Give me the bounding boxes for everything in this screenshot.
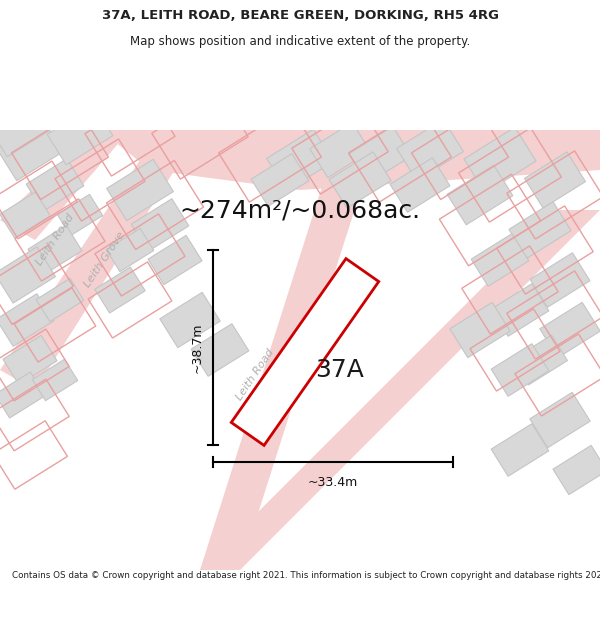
Text: Map shows position and indicative extent of the property.: Map shows position and indicative extent…	[130, 35, 470, 48]
Text: 37A: 37A	[316, 358, 364, 382]
Polygon shape	[471, 234, 529, 286]
Polygon shape	[200, 130, 380, 570]
Polygon shape	[553, 446, 600, 494]
Text: ~33.4m: ~33.4m	[308, 476, 358, 489]
Polygon shape	[0, 130, 200, 390]
Polygon shape	[251, 154, 309, 206]
Polygon shape	[509, 202, 571, 258]
Polygon shape	[57, 194, 103, 236]
Polygon shape	[390, 158, 450, 212]
Polygon shape	[530, 253, 590, 308]
Polygon shape	[106, 228, 154, 272]
Text: 37A, LEITH ROAD, BEARE GREEN, DORKING, RH5 4RG: 37A, LEITH ROAD, BEARE GREEN, DORKING, R…	[101, 9, 499, 22]
Polygon shape	[530, 392, 590, 448]
Polygon shape	[349, 126, 412, 184]
Polygon shape	[0, 119, 64, 181]
Polygon shape	[491, 344, 549, 396]
Polygon shape	[540, 302, 600, 358]
Polygon shape	[47, 105, 113, 165]
Polygon shape	[3, 336, 57, 384]
Polygon shape	[310, 122, 370, 177]
Text: ~274m²/~0.068ac.: ~274m²/~0.068ac.	[179, 198, 421, 222]
Polygon shape	[491, 284, 549, 336]
Polygon shape	[107, 159, 173, 221]
Polygon shape	[0, 130, 130, 240]
Polygon shape	[200, 210, 600, 570]
Text: Leith Grove: Leith Grove	[83, 231, 127, 289]
Polygon shape	[100, 130, 600, 190]
Polygon shape	[0, 372, 45, 418]
Polygon shape	[329, 152, 391, 208]
Polygon shape	[36, 278, 84, 322]
Polygon shape	[28, 226, 82, 274]
Polygon shape	[191, 324, 249, 376]
Polygon shape	[0, 247, 55, 303]
Polygon shape	[131, 199, 189, 251]
Polygon shape	[512, 335, 568, 385]
Text: Leith Road: Leith Road	[34, 213, 76, 268]
Text: Contains OS data © Crown copyright and database right 2021. This information is : Contains OS data © Crown copyright and d…	[12, 571, 600, 580]
Polygon shape	[95, 267, 145, 313]
Polygon shape	[0, 103, 50, 157]
Polygon shape	[26, 159, 84, 211]
Polygon shape	[231, 259, 379, 446]
Text: ~38.7m: ~38.7m	[191, 322, 203, 372]
Polygon shape	[32, 359, 78, 401]
Polygon shape	[524, 152, 586, 208]
Polygon shape	[450, 302, 510, 358]
Polygon shape	[447, 165, 513, 225]
Polygon shape	[491, 424, 549, 476]
Polygon shape	[464, 127, 536, 193]
Polygon shape	[397, 119, 463, 181]
Polygon shape	[0, 192, 50, 238]
Text: Leith Road: Leith Road	[234, 348, 276, 403]
Polygon shape	[0, 294, 54, 346]
Polygon shape	[160, 292, 220, 348]
Polygon shape	[148, 236, 202, 284]
Polygon shape	[266, 129, 334, 191]
